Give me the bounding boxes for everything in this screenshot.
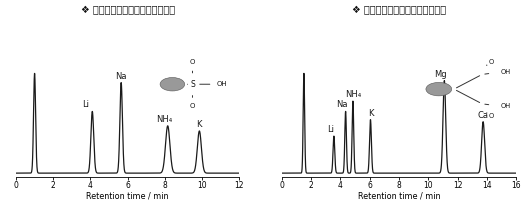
Text: O: O — [489, 113, 494, 119]
Text: O: O — [489, 59, 494, 65]
Text: Na: Na — [115, 72, 127, 81]
Text: OH: OH — [501, 103, 511, 109]
Text: Mg: Mg — [435, 69, 447, 78]
Text: Li: Li — [327, 125, 334, 134]
Text: OH: OH — [501, 69, 511, 75]
Circle shape — [160, 77, 185, 91]
Text: O: O — [190, 103, 195, 109]
X-axis label: Retention time / min: Retention time / min — [86, 192, 169, 201]
Circle shape — [426, 83, 452, 96]
Text: ❖ スルホン酸型陽イオン交換樹脂: ❖ スルホン酸型陽イオン交換樹脂 — [81, 5, 174, 15]
Text: ❖ カルボン酸型陽イオン交換樹脂: ❖ カルボン酸型陽イオン交換樹脂 — [352, 5, 446, 15]
Text: K: K — [368, 109, 373, 118]
Text: S: S — [190, 80, 195, 89]
Text: Ca: Ca — [478, 111, 488, 120]
X-axis label: Retention time / min: Retention time / min — [358, 192, 440, 201]
Text: NH₄: NH₄ — [345, 90, 362, 99]
Text: Li: Li — [82, 100, 89, 109]
Text: OH: OH — [216, 81, 227, 87]
Text: K: K — [197, 120, 202, 129]
Text: Na: Na — [336, 100, 348, 109]
Text: O: O — [190, 59, 195, 65]
Text: NH₄: NH₄ — [156, 115, 172, 124]
